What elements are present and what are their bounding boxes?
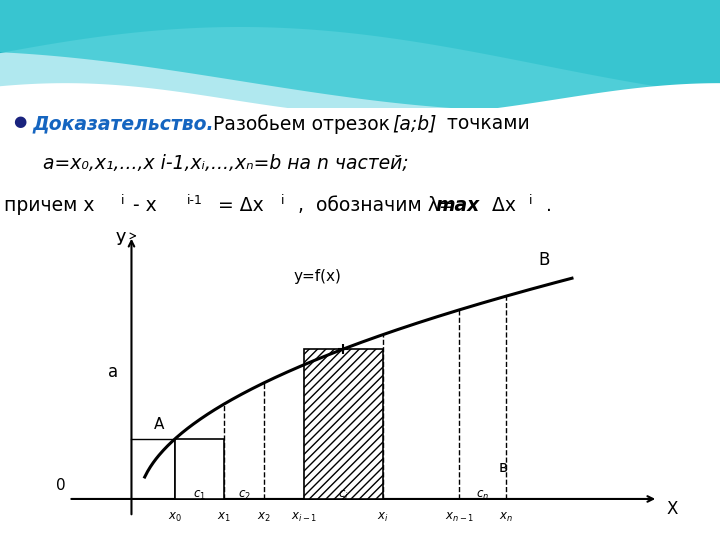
Text: B: B bbox=[539, 251, 550, 269]
Text: a=x₀,x₁,...,x i-1,xᵢ,...,xₙ=b на n частей;: a=x₀,x₁,...,x i-1,xᵢ,...,xₙ=b на n часте… bbox=[43, 154, 409, 173]
Text: [a;b]: [a;b] bbox=[392, 114, 437, 133]
Text: .: . bbox=[540, 196, 552, 215]
Text: $c_2$: $c_2$ bbox=[238, 489, 251, 502]
Text: Доказательство.: Доказательство. bbox=[32, 114, 214, 133]
Text: i: i bbox=[121, 194, 125, 207]
Text: $x_{n-1}$: $x_{n-1}$ bbox=[445, 511, 474, 524]
Text: X: X bbox=[667, 501, 678, 518]
Text: A: A bbox=[154, 417, 165, 431]
Text: $x_0$: $x_0$ bbox=[168, 511, 181, 524]
Text: Разобьем отрезок: Разобьем отрезок bbox=[207, 114, 396, 134]
Text: 0: 0 bbox=[55, 478, 66, 493]
Text: в: в bbox=[499, 460, 508, 475]
Text: причем x: причем x bbox=[4, 196, 94, 215]
Text: точками: точками bbox=[441, 114, 529, 133]
Text: Δx: Δx bbox=[486, 196, 516, 215]
Text: a: a bbox=[108, 363, 118, 381]
Text: y=f(x): y=f(x) bbox=[294, 269, 341, 284]
Text: i: i bbox=[529, 194, 533, 207]
Polygon shape bbox=[0, 83, 720, 116]
Text: max: max bbox=[436, 196, 480, 215]
Bar bbox=[174, 439, 224, 499]
Text: = Δx: = Δx bbox=[212, 196, 264, 215]
Text: ●: ● bbox=[13, 114, 26, 129]
Text: $x_1$: $x_1$ bbox=[217, 511, 231, 524]
Text: ,  обозначим λ=: , обозначим λ= bbox=[292, 196, 454, 215]
Bar bbox=[304, 349, 383, 499]
Text: $x_i$: $x_i$ bbox=[377, 511, 389, 524]
Text: i: i bbox=[281, 194, 284, 207]
Text: $c_n$: $c_n$ bbox=[476, 489, 489, 502]
Text: $x_{i-1}$: $x_{i-1}$ bbox=[291, 511, 317, 524]
Text: $c_i$: $c_i$ bbox=[338, 489, 348, 502]
Polygon shape bbox=[0, 0, 720, 111]
Text: У: У bbox=[116, 231, 126, 249]
Text: $x_2$: $x_2$ bbox=[257, 511, 271, 524]
Text: i-1: i-1 bbox=[187, 194, 203, 207]
Text: $x_n$: $x_n$ bbox=[499, 511, 513, 524]
Text: - x: - x bbox=[133, 196, 163, 215]
Text: $c_1$: $c_1$ bbox=[193, 489, 206, 502]
Polygon shape bbox=[0, 0, 720, 96]
